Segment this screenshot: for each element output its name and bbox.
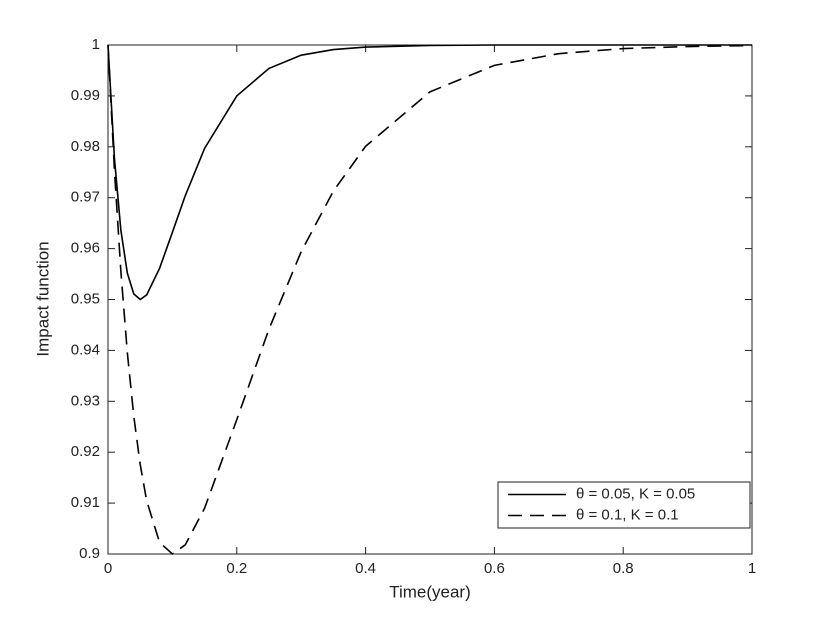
y-axis-label: Impact function	[33, 241, 52, 356]
series-line	[107, 44, 753, 556]
y-tick-label: 0.94	[71, 341, 100, 358]
y-tick-label: 0.93	[71, 392, 100, 409]
plot-frame	[107, 44, 753, 555]
y-tick-label: 1	[92, 36, 100, 53]
x-tick-label: 0.4	[355, 560, 376, 577]
x-tick-label: 0.6	[484, 560, 505, 577]
x-tick-label: 1	[748, 560, 756, 577]
series-line	[107, 44, 752, 301]
y-tick-label: 0.91	[71, 494, 100, 511]
x-tick-label: 0.2	[226, 560, 247, 577]
y-tick-label: 0.92	[71, 443, 100, 460]
legend-box	[497, 481, 751, 529]
y-tick-label: 0.9	[79, 545, 100, 562]
y-tick-label: 0.95	[71, 290, 100, 307]
y-tick-label: 0.99	[71, 87, 100, 104]
y-tick-label: 0.97	[71, 189, 100, 206]
y-tick-label: 0.98	[71, 138, 100, 155]
x-tick-label: 0.8	[613, 560, 634, 577]
x-tick-label: 0	[104, 560, 112, 577]
y-tick-label: 0.96	[71, 240, 100, 257]
x-axis-label: Time(year)	[389, 582, 471, 601]
legend-label: θ = 0.05, K = 0.05	[576, 485, 695, 502]
legend-label: θ = 0.1, K = 0.1	[576, 506, 679, 523]
